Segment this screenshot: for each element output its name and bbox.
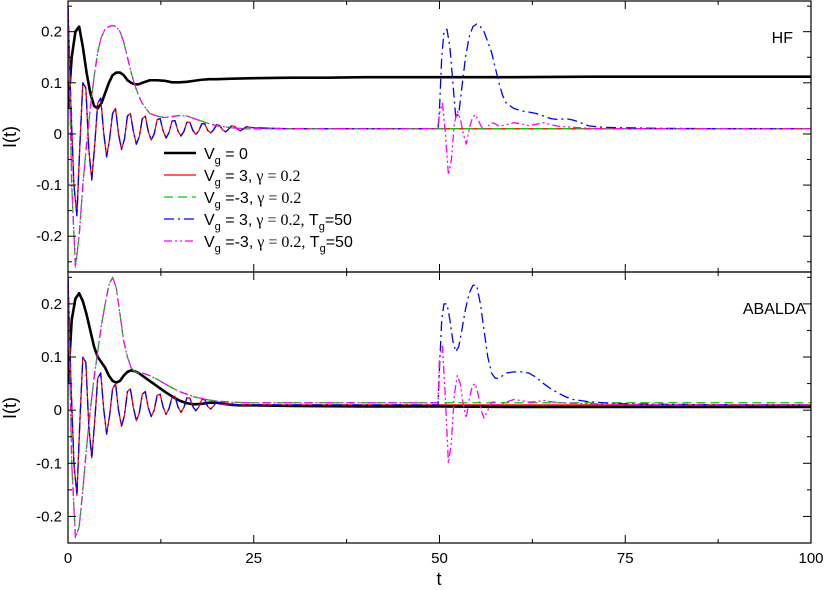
y-tick-label: 0.2	[41, 24, 62, 41]
y-tick-label: -0.1	[36, 455, 62, 472]
y-axis-bottom: -0.2 -0.1 0 0.1 0.2	[36, 276, 811, 544]
series-line-5	[68, 276, 811, 539]
x-tick-label: 0	[64, 550, 72, 567]
plot-frame-top	[67, 0, 812, 273]
legend-entry-4: Vg = 3, γ = 0.2, Tg=50	[204, 212, 352, 233]
legend: Vg = 0Vg = 3, γ = 0.2Vg =-3, γ = 0.2Vg =…	[164, 146, 353, 255]
panel-label-hf: HF	[772, 30, 794, 47]
series-line-4	[68, 277, 811, 496]
legend-entry-3: Vg =-3, γ = 0.2	[204, 190, 301, 211]
y-tick-label: -0.2	[36, 228, 62, 245]
x-tick-label: 75	[617, 550, 634, 567]
legend-entry-5: Vg =-3, γ = 0.2, Tg=50	[204, 234, 353, 255]
series-line-2	[68, 6, 811, 217]
x-axis-ticks-top	[67, 1, 812, 272]
x-tick-label: 100	[798, 550, 823, 567]
series-group-top	[68, 6, 811, 268]
series-line-5	[68, 6, 811, 268]
x-tick-label: 50	[431, 550, 448, 567]
legend-entry-1: Vg = 0	[204, 146, 248, 167]
series-line-3	[68, 6, 811, 268]
x-tick-label: 25	[245, 550, 262, 567]
y-tick-label: -0.1	[36, 177, 62, 194]
panel-bottom: -0.2 -0.1 0 0.1 0.2 0 25 50 75 100 I(t) ABALDA t	[0, 271, 824, 589]
x-axis-title: t	[436, 569, 441, 589]
y-tick-label: 0.2	[41, 296, 62, 313]
y-tick-label: 0	[54, 402, 62, 419]
y-axis-title-top: I(t)	[0, 126, 20, 148]
y-axis-top: -0.2 -0.1 0 0.1 0.2	[36, 5, 811, 263]
series-group-bottom	[68, 276, 811, 539]
series-line-4	[68, 6, 811, 217]
legend-entry-2: Vg = 3, γ = 0.2	[204, 168, 300, 189]
panel-label-abalda: ABALDA	[743, 301, 806, 318]
y-tick-label: 0.1	[41, 349, 62, 366]
y-tick-label: 0.1	[41, 75, 62, 92]
series-line-1	[68, 291, 811, 409]
y-axis-title-bottom: I(t)	[0, 397, 20, 419]
y-tick-label: -0.2	[36, 508, 62, 525]
series-line-2	[68, 277, 811, 496]
y-tick-label: 0	[54, 126, 62, 143]
panel-top: -0.2-0.100.10.2 I(t) HF Vg = 0Vg = 3, γ …	[0, 0, 812, 273]
series-line-1	[68, 25, 811, 110]
x-axis-bottom: 0 25 50 75 100	[64, 272, 824, 567]
